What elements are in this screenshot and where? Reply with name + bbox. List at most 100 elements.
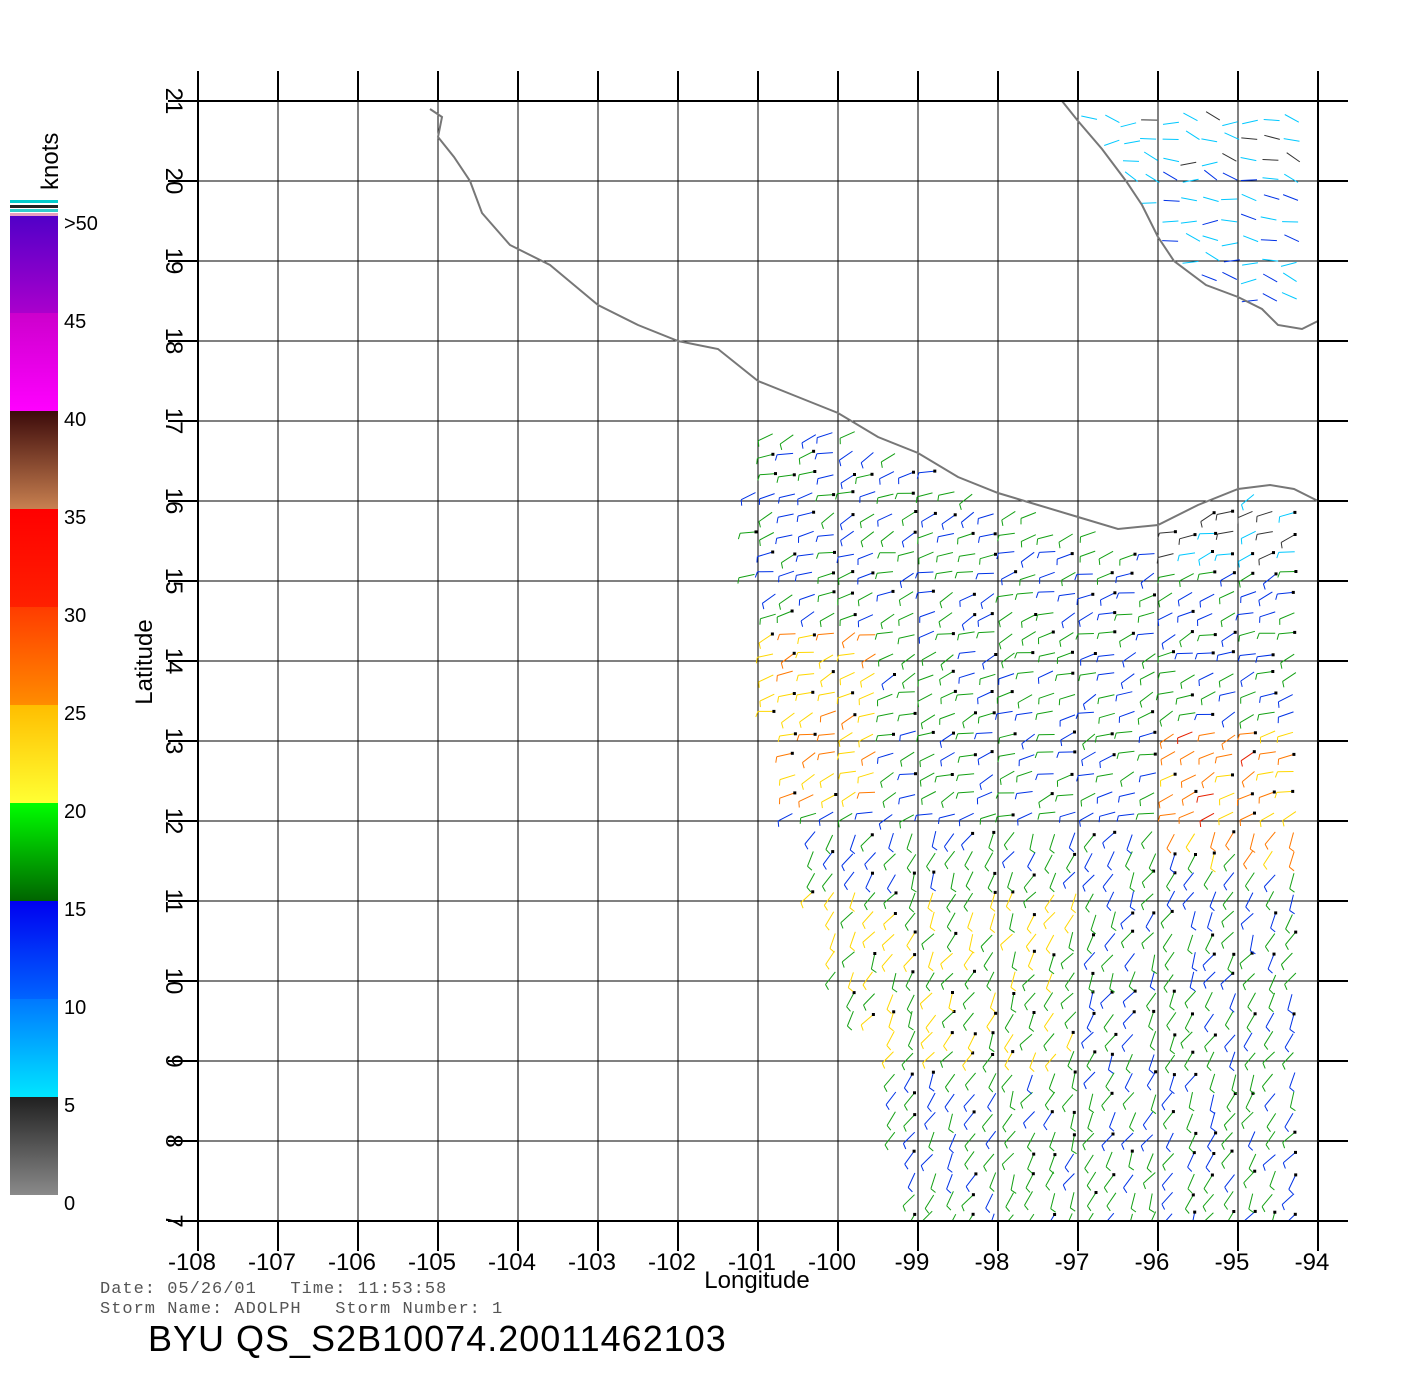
- wind-barb: [962, 992, 975, 1005]
- wind-barb-flag: [921, 943, 925, 950]
- wind-barb: [781, 553, 796, 564]
- rain-flag: [992, 711, 996, 715]
- wind-barb: [1149, 971, 1155, 987]
- wind-barb: [818, 551, 835, 554]
- wind-barb: [1282, 811, 1297, 821]
- wind-barb-flag: [1011, 966, 1018, 971]
- wind-barb-flag: [1289, 909, 1295, 915]
- wind-barb-flag: [1184, 1002, 1189, 1009]
- wind-barb: [759, 473, 776, 476]
- wind-barb-flag: [818, 819, 821, 826]
- wind-barb: [1257, 531, 1273, 535]
- rain-flag: [1151, 710, 1155, 714]
- wind-barb-flag: [1066, 1228, 1070, 1232]
- wind-barb-flag: [894, 493, 898, 500]
- lat-tick-label: 9: [160, 1054, 187, 1067]
- wind-barb-flag: [1083, 1083, 1087, 1090]
- wind-barb: [1179, 552, 1196, 556]
- color-band-35-40: [10, 411, 58, 509]
- wind-barb: [822, 873, 833, 887]
- wind-barb-flag: [1198, 559, 1201, 566]
- wind-barb-flag: [1120, 923, 1124, 930]
- wind-barb: [1004, 1013, 1014, 1029]
- rain-flag: [991, 1053, 995, 1056]
- rain-flag: [1294, 1150, 1297, 1154]
- wind-barb: [1226, 1093, 1236, 1108]
- wind-barb: [1148, 1011, 1155, 1027]
- wind-barb-flag: [1245, 1107, 1251, 1113]
- lat-lon-grid: [197, 100, 1319, 1222]
- wind-barb-flag: [1141, 843, 1145, 850]
- wind-barb: [781, 652, 795, 664]
- wind-barb: [1044, 894, 1055, 909]
- rain-flag: [1273, 1210, 1277, 1214]
- rain-flag: [892, 732, 895, 736]
- wind-barb: [1180, 1031, 1193, 1044]
- wind-barb-flag: [903, 1125, 907, 1132]
- wind-barb-flag: [1249, 848, 1256, 853]
- wind-barb: [1258, 591, 1273, 601]
- wind-barb-flag: [1161, 643, 1164, 650]
- wind-barb-flag: [801, 783, 804, 790]
- wind-barb: [1209, 1094, 1215, 1111]
- wind-barb-flag: [979, 783, 982, 791]
- wind-barb: [1017, 694, 1033, 703]
- rain-flag: [1231, 552, 1234, 556]
- wind-barb: [1220, 572, 1235, 582]
- wind-barb: [1284, 1033, 1294, 1048]
- wind-barb: [1067, 1051, 1075, 1067]
- wind-barb: [1184, 1194, 1194, 1210]
- wind-barb: [776, 752, 793, 758]
- wind-barb-flag: [774, 454, 778, 461]
- wind-barb-flag: [1082, 704, 1086, 711]
- wind-barb: [1129, 872, 1135, 889]
- wind-barb: [858, 614, 874, 622]
- wind-barb: [939, 592, 953, 603]
- wind-barb: [1288, 1174, 1297, 1190]
- wind-barb: [1064, 972, 1075, 987]
- wind-barb-flag: [1089, 1006, 1095, 1012]
- lat-tick-label: 20: [160, 168, 187, 195]
- wind-barb-flag: [1194, 653, 1198, 660]
- wind-barb: [1205, 934, 1214, 950]
- wind-barb: [878, 653, 894, 661]
- wind-barb: [958, 773, 975, 776]
- rain-flag: [1274, 911, 1278, 915]
- wind-barb-flag: [825, 849, 831, 855]
- wind-barb: [1263, 119, 1280, 122]
- wind-barb: [1140, 202, 1157, 204]
- lat-tick-label: 10: [160, 968, 187, 995]
- wind-barb: [1044, 854, 1053, 870]
- wind-barb-flag: [1088, 1108, 1095, 1114]
- wind-barb: [883, 913, 896, 925]
- wind-barb: [1268, 992, 1276, 1008]
- lat-tick-label: 8: [160, 1134, 187, 1147]
- wind-barb-flag: [989, 1187, 995, 1192]
- wind-barb-flag: [989, 1229, 994, 1233]
- wind-barb: [920, 1031, 933, 1044]
- wind-barb: [1007, 872, 1013, 888]
- rain-flag: [1194, 1072, 1198, 1076]
- rain-flag: [1252, 750, 1256, 754]
- wind-barb: [1004, 1034, 1014, 1049]
- wind-barb: [1227, 954, 1235, 970]
- wind-barb: [957, 532, 974, 539]
- wind-barb: [901, 653, 915, 665]
- wind-barb: [1146, 992, 1157, 1007]
- wind-barb-flag: [935, 634, 938, 641]
- wind-barb-flag: [1043, 1045, 1048, 1052]
- wind-barb-flag: [901, 541, 905, 548]
- wind-barb-flag: [1062, 882, 1067, 889]
- wind-barb: [885, 1091, 897, 1106]
- wind-barb-flag: [987, 1106, 992, 1113]
- wind-barb-flag: [955, 792, 959, 799]
- wind-barb: [862, 911, 874, 924]
- wind-barb: [1010, 1174, 1015, 1191]
- rain-flag: [1173, 772, 1177, 776]
- wind-barb: [859, 491, 876, 498]
- wind-barb-flag: [900, 760, 903, 767]
- wind-barb: [1284, 1112, 1294, 1128]
- wind-barb-flag: [840, 922, 844, 929]
- wind-barb: [1264, 1093, 1276, 1107]
- wind-barb-flag: [974, 733, 977, 740]
